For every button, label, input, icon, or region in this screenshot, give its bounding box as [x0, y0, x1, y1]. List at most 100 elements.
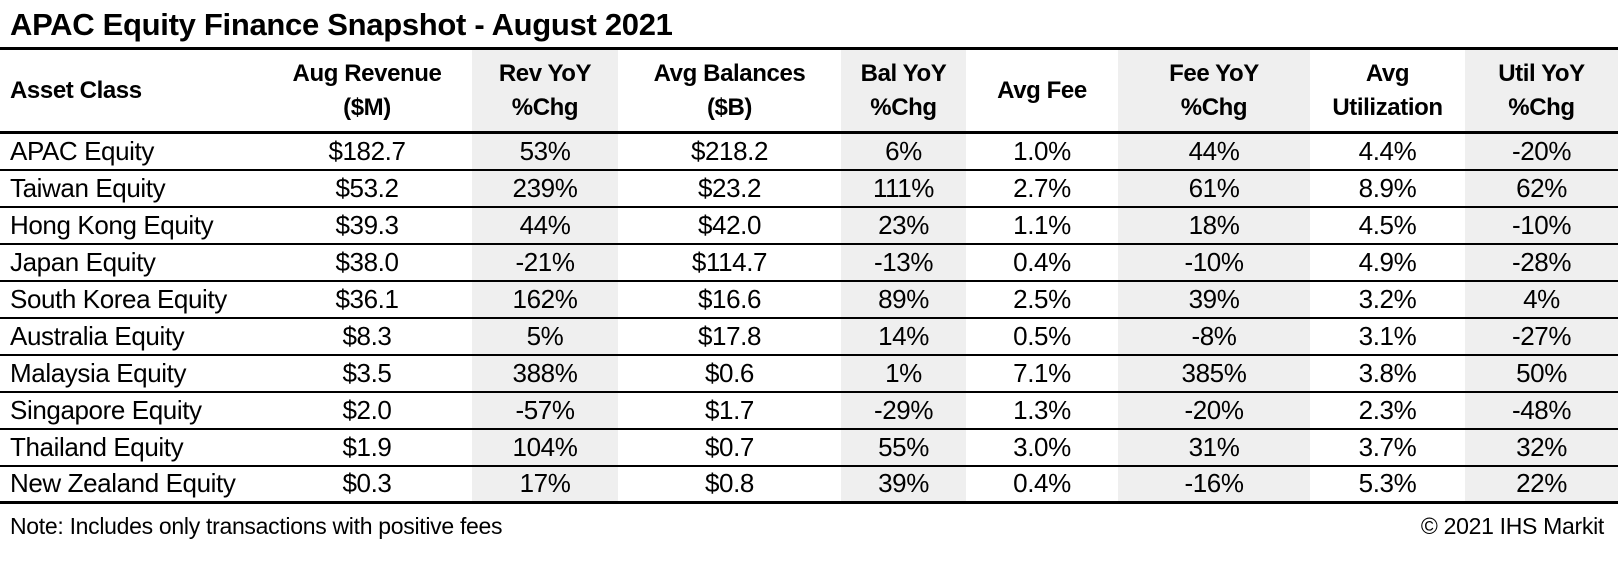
table-row: New Zealand Equity $0.3 17% $0.8 39% 0.4… — [0, 464, 1618, 503]
value-cell: -10% — [1465, 205, 1618, 244]
value-cell: $2.0 — [262, 390, 472, 429]
value-cell: 3.8% — [1310, 353, 1465, 392]
header-line: %Chg — [1508, 93, 1575, 121]
value-cell: 2.5% — [966, 279, 1118, 318]
value-cell: 162% — [472, 279, 618, 318]
header-line: Asset Class — [10, 76, 142, 104]
column-header-util-yoy: Util YoY %Chg — [1465, 48, 1618, 133]
value-cell: 2.3% — [1310, 390, 1465, 429]
table-row: Hong Kong Equity $39.3 44% $42.0 23% 1.1… — [0, 205, 1618, 244]
column-header-fee-yoy: Fee YoY %Chg — [1118, 48, 1310, 133]
value-cell: 61% — [1118, 168, 1310, 207]
value-cell: $1.9 — [262, 427, 472, 466]
value-cell: $218.2 — [618, 131, 841, 170]
table-row: APAC Equity $182.7 53% $218.2 6% 1.0% 44… — [0, 131, 1618, 170]
footer: Note: Includes only transactions with po… — [0, 504, 1618, 540]
value-cell: 0.4% — [966, 464, 1118, 503]
value-cell: -20% — [1118, 390, 1310, 429]
asset-class-cell: New Zealand Equity — [0, 464, 262, 503]
value-cell: 31% — [1118, 427, 1310, 466]
value-cell: 104% — [472, 427, 618, 466]
value-cell: -27% — [1465, 316, 1618, 355]
asset-class-cell: Australia Equity — [0, 316, 262, 355]
value-cell: $42.0 — [618, 205, 841, 244]
header-line: %Chg — [1180, 93, 1248, 121]
value-cell: 44% — [472, 205, 618, 244]
asset-class-cell: Taiwan Equity — [0, 168, 262, 207]
value-cell: $17.8 — [618, 316, 841, 355]
value-cell: -29% — [841, 390, 966, 429]
column-header-avg-fee: Avg Fee — [966, 49, 1118, 133]
header-line: %Chg — [511, 93, 579, 121]
value-cell: 1.1% — [966, 205, 1118, 244]
asset-class-cell: Malaysia Equity — [0, 353, 262, 392]
value-cell: -28% — [1465, 242, 1618, 281]
value-cell: 62% — [1465, 168, 1618, 207]
value-cell: 55% — [841, 427, 966, 466]
value-cell: 111% — [841, 168, 966, 207]
value-cell: -20% — [1465, 131, 1618, 170]
value-cell: 17% — [472, 464, 618, 503]
value-cell: $36.1 — [262, 279, 472, 318]
footnote: Note: Includes only transactions with po… — [10, 513, 503, 539]
value-cell: 44% — [1118, 131, 1310, 170]
value-cell: $53.2 — [262, 168, 472, 207]
table-row: Singapore Equity $2.0 -57% $1.7 -29% 1.3… — [0, 390, 1618, 429]
value-cell: 385% — [1118, 353, 1310, 392]
value-cell: $16.6 — [618, 279, 841, 318]
value-cell: 4.9% — [1310, 242, 1465, 281]
header-line: %Chg — [870, 93, 937, 121]
value-cell: 5% — [472, 316, 618, 355]
asset-class-cell: Singapore Equity — [0, 390, 262, 429]
value-cell: $0.3 — [262, 464, 472, 503]
value-cell: -21% — [472, 242, 618, 281]
value-cell: $0.8 — [618, 464, 841, 503]
value-cell: 5.3% — [1310, 464, 1465, 503]
value-cell: 18% — [1118, 205, 1310, 244]
value-cell: 388% — [472, 353, 618, 392]
table-row: Japan Equity $38.0 -21% $114.7 -13% 0.4%… — [0, 242, 1618, 281]
value-cell: $3.5 — [262, 353, 472, 392]
header-line: Aug Revenue — [292, 60, 442, 88]
column-header-asset-class: Asset Class — [0, 49, 262, 133]
table-row: Australia Equity $8.3 5% $17.8 14% 0.5% … — [0, 316, 1618, 355]
header-line: ($B) — [706, 93, 753, 121]
value-cell: 0.5% — [966, 316, 1118, 355]
table-header: Asset Class Aug Revenue ($M) Rev YoY %Ch… — [0, 48, 1618, 133]
value-cell: -10% — [1118, 242, 1310, 281]
value-cell: 50% — [1465, 353, 1618, 392]
table-row: Thailand Equity $1.9 104% $0.7 55% 3.0% … — [0, 427, 1618, 466]
value-cell: $8.3 — [262, 316, 472, 355]
value-cell: 1.3% — [966, 390, 1118, 429]
table-row: Taiwan Equity $53.2 239% $23.2 111% 2.7%… — [0, 168, 1618, 207]
value-cell: -16% — [1118, 464, 1310, 503]
column-header-bal-yoy: Bal YoY %Chg — [841, 48, 966, 133]
value-cell: 4.5% — [1310, 205, 1465, 244]
value-cell: 4.4% — [1310, 131, 1465, 170]
header-line: Avg Balances — [653, 60, 806, 88]
header-line: Avg — [1365, 60, 1410, 88]
value-cell: 8.9% — [1310, 168, 1465, 207]
header-line: Util YoY — [1498, 60, 1585, 88]
page-title: APAC Equity Finance Snapshot - August 20… — [10, 7, 673, 42]
asset-class-cell: South Korea Equity — [0, 279, 262, 318]
value-cell: -8% — [1118, 316, 1310, 355]
value-cell: -48% — [1465, 390, 1618, 429]
asset-class-cell: APAC Equity — [0, 131, 262, 170]
value-cell: $39.3 — [262, 205, 472, 244]
value-cell: 1% — [841, 353, 966, 392]
value-cell: -13% — [841, 242, 966, 281]
value-cell: 39% — [1118, 279, 1310, 318]
table-row: South Korea Equity $36.1 162% $16.6 89% … — [0, 279, 1618, 318]
table-row: Malaysia Equity $3.5 388% $0.6 1% 7.1% 3… — [0, 353, 1618, 392]
header-line: Rev YoY — [498, 60, 592, 88]
value-cell: 1.0% — [966, 131, 1118, 170]
table-body: APAC Equity $182.7 53% $218.2 6% 1.0% 44… — [0, 131, 1618, 503]
header-line: Avg Fee — [997, 76, 1087, 104]
value-cell: 39% — [841, 464, 966, 503]
value-cell: 32% — [1465, 427, 1618, 466]
value-cell: 6% — [841, 131, 966, 170]
equity-finance-table: Asset Class Aug Revenue ($M) Rev YoY %Ch… — [0, 47, 1618, 504]
value-cell: 7.1% — [966, 353, 1118, 392]
